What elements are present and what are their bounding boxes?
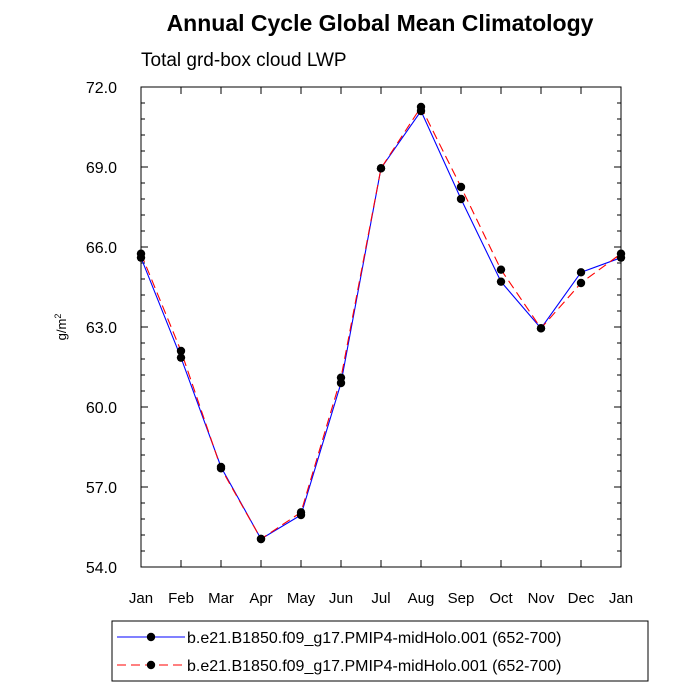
series-line-1 — [140, 109, 622, 540]
series-2-point — [376, 164, 386, 173]
legend-marker-2 — [146, 660, 156, 670]
series-1-point — [496, 277, 506, 286]
x-tick-label: Jan — [129, 590, 153, 607]
series-2-point — [616, 249, 626, 258]
x-tick-label: Jun — [329, 590, 353, 607]
legend-box — [111, 620, 649, 682]
series-2-point — [576, 278, 586, 288]
series-1-point — [176, 353, 186, 362]
x-tick-label: Aug — [408, 590, 435, 607]
series-1-point — [456, 194, 466, 204]
x-tick-label: Sep — [448, 590, 475, 607]
series-2-point — [256, 534, 266, 544]
y-tick-label: 66.0 — [86, 240, 117, 257]
chart-title: Annual Cycle Global Mean Climatology — [167, 10, 594, 36]
y-axis-label: g/m2 — [53, 314, 69, 341]
series-2-point — [416, 102, 426, 112]
series-2-point — [496, 265, 506, 274]
series-2-point — [176, 346, 186, 356]
y-tick-label: 57.0 — [86, 480, 117, 497]
series-1-point — [576, 268, 586, 277]
series-2-point — [136, 249, 146, 258]
series-2-point — [536, 324, 546, 333]
y-tick-label: 60.0 — [86, 400, 117, 417]
x-tick-label: Jul — [371, 590, 390, 607]
x-tick-label: Mar — [208, 590, 234, 607]
x-tick-label: May — [287, 590, 316, 607]
chart-subtitle: Total grd-box cloud LWP — [141, 50, 347, 71]
series-2-point — [296, 508, 306, 517]
legend-label-1: b.e21.B1850.f09_g17.PMIP4-midHolo.001 (6… — [187, 630, 561, 647]
y-tick-label: 72.0 — [86, 80, 117, 97]
x-tick-label: Feb — [168, 590, 194, 607]
x-tick-label: Oct — [489, 590, 513, 607]
y-tick-label: 69.0 — [86, 160, 117, 177]
legend-label-2: b.e21.B1850.f09_g17.PMIP4-midHolo.001 (6… — [187, 658, 561, 675]
legend-marker-1 — [146, 632, 156, 642]
series-2-point — [216, 464, 226, 473]
x-tick-label: Nov — [528, 590, 555, 607]
x-tick-label: Jan — [609, 590, 633, 607]
y-tick-label: 63.0 — [86, 320, 117, 337]
x-tick-label: Dec — [568, 590, 595, 607]
y-tick-label: 54.0 — [86, 560, 117, 577]
x-tick-label: Apr — [249, 590, 272, 607]
series-2-point — [456, 182, 466, 192]
plot-frame — [140, 86, 622, 568]
series-2-point — [336, 373, 346, 382]
